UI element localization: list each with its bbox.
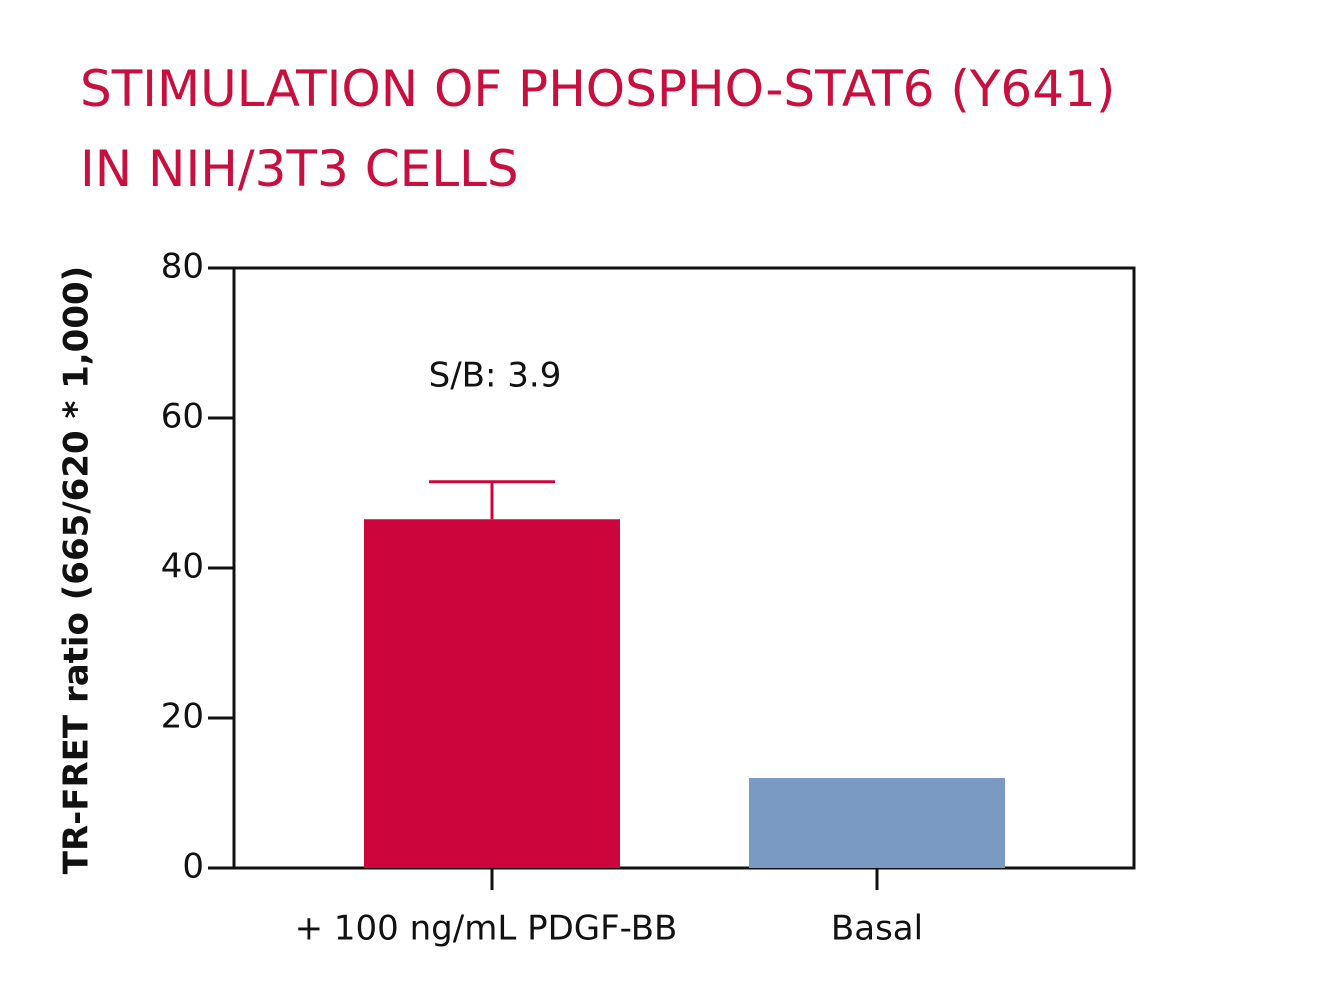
y-tick-label: 20: [161, 697, 204, 737]
bar: [749, 778, 1005, 868]
x-tick-label: Basal: [831, 909, 923, 949]
y-axis-label: TR-FRET ratio (665/620 * 1,000): [57, 266, 97, 874]
y-tick-label: 80: [161, 247, 204, 287]
annotation: S/B: 3.9: [429, 356, 562, 396]
chart-title-line: IN NIH/3T3 CELLS: [80, 140, 519, 198]
bar: [364, 519, 620, 868]
error-bar: [429, 480, 555, 520]
y-tick-label: 0: [182, 847, 204, 887]
chart-title-line: STIMULATION OF PHOSPHO-STAT6 (Y641): [80, 60, 1115, 118]
y-tick-label: 40: [161, 547, 204, 587]
x-tick-label: + 100 ng/mL PDGF-BB: [295, 909, 678, 949]
y-tick-label: 60: [161, 397, 204, 437]
